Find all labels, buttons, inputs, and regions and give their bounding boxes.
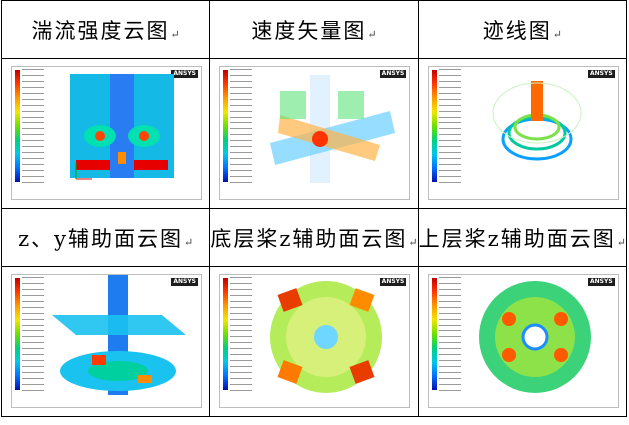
paragraph-mark: ↵ <box>170 27 180 41</box>
pathline-field <box>492 81 582 161</box>
image-cell-top-impeller: ANSYS <box>417 266 628 417</box>
zy-plane-contour-image: ANSYS <box>11 274 202 408</box>
colorbar <box>15 70 20 182</box>
bottom-impeller-field <box>270 281 383 393</box>
header-cell-pathlines: 迹线图↵ <box>417 0 628 59</box>
header-cell-bottom-impeller: 底层桨z辅助面云图↵ <box>209 208 419 267</box>
ansys-logo: ANSYS <box>588 278 615 286</box>
header-label: 底层桨z辅助面云图 <box>210 226 408 251</box>
colorbar <box>431 70 437 182</box>
bottom-impeller-contour-image: ANSYS <box>219 274 411 408</box>
header-label: 迹线图 <box>482 18 552 43</box>
image-cell-velocity-vectors: ANSYS <box>209 58 419 209</box>
axis-triad <box>75 163 92 180</box>
header-label: 上层桨z辅助面云图 <box>418 226 616 251</box>
pathline-image: ANSYS <box>427 66 619 200</box>
top-impeller-contour-image: ANSYS <box>427 274 619 408</box>
zy-plane-field <box>52 275 186 395</box>
figure-table: 湍流强度云图↵ 速度矢量图↵ 迹线图↵ ANSYS <box>0 0 628 417</box>
colorbar <box>15 278 20 390</box>
top-impeller-field <box>478 281 591 393</box>
header-label: 湍流强度云图 <box>31 18 170 43</box>
paragraph-mark: ↵ <box>408 235 418 249</box>
ansys-logo: ANSYS <box>379 278 407 286</box>
vector-field <box>270 75 396 183</box>
turbulence-contour-image: ANSYS <box>11 66 202 200</box>
header-cell-zy-plane: z、y辅助面云图↵ <box>0 208 211 267</box>
paragraph-mark: ↵ <box>616 235 626 249</box>
velocity-vector-image: ANSYS <box>219 66 411 200</box>
colorbar <box>223 278 229 390</box>
image-cell-pathlines: ANSYS <box>417 58 628 209</box>
paragraph-mark: ↵ <box>367 27 377 41</box>
ansys-logo: ANSYS <box>171 70 198 78</box>
header-cell-top-impeller: 上层桨z辅助面云图↵ <box>417 208 628 267</box>
ansys-logo: ANSYS <box>588 70 615 78</box>
header-cell-velocity-vectors: 速度矢量图↵ <box>209 0 419 59</box>
image-cell-bottom-impeller: ANSYS <box>209 266 419 417</box>
turbulence-field <box>70 74 174 178</box>
paragraph-mark: ↵ <box>184 235 194 249</box>
header-label: z、y辅助面云图 <box>18 226 184 251</box>
ansys-logo: ANSYS <box>171 278 198 286</box>
image-cell-turbulence: ANSYS <box>0 58 211 209</box>
image-cell-zy-plane: ANSYS <box>0 266 211 417</box>
header-label: 速度矢量图 <box>251 18 367 43</box>
colorbar <box>223 70 229 182</box>
paragraph-mark: ↵ <box>552 27 562 41</box>
colorbar <box>431 278 437 390</box>
header-cell-turbulence: 湍流强度云图↵ <box>0 0 211 59</box>
ansys-logo: ANSYS <box>379 70 407 78</box>
